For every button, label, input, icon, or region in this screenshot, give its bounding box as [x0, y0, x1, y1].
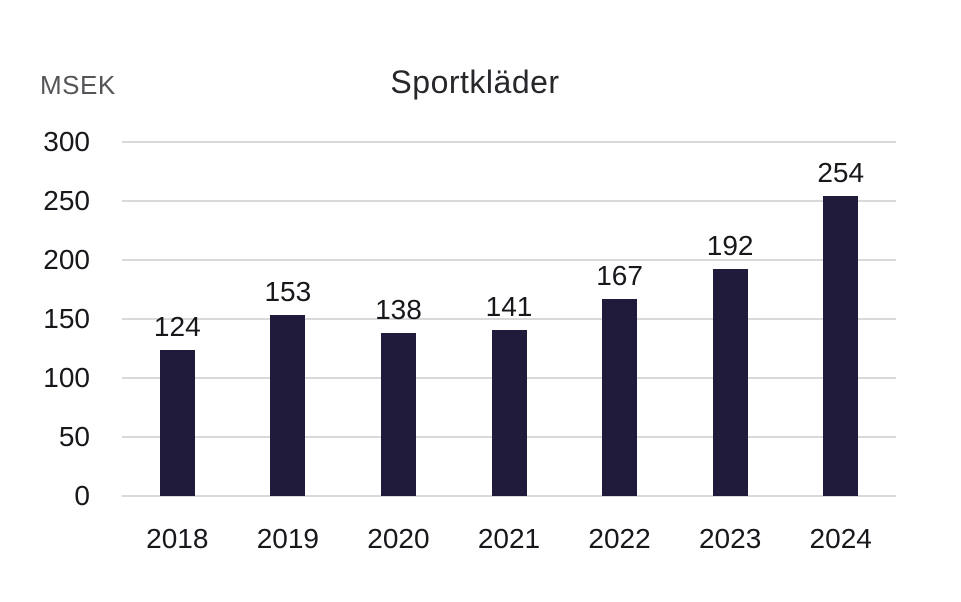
y-tick-label-50: 50 [58, 421, 90, 452]
value-label-2023: 192 [706, 230, 754, 262]
y-tick-label-100: 100 [43, 362, 90, 393]
gridline-y-150 [122, 318, 896, 320]
gridline-y-300 [122, 141, 896, 143]
y-tick-label-200: 200 [43, 244, 90, 275]
x-tick-label-2019: 2019 [256, 523, 319, 554]
value-label-2018: 124 [153, 310, 201, 342]
gridline-y-0 [122, 495, 896, 497]
value-label-2019: 153 [264, 276, 312, 308]
gridline-y-250 [122, 200, 896, 202]
gridline-y-200 [122, 259, 896, 261]
bar-2020 [380, 333, 416, 496]
y-tick-label-300: 300 [43, 126, 90, 157]
bar-2021 [491, 329, 527, 496]
value-label-2020: 138 [375, 294, 422, 326]
x-tick-label-2023: 2023 [698, 523, 762, 554]
bar-2022 [602, 298, 638, 496]
bar-2019 [270, 315, 306, 496]
y-tick-label-150: 150 [43, 303, 90, 334]
bar-2018 [159, 349, 195, 496]
y-tick-label-0: 0 [74, 480, 90, 511]
bar-2023 [712, 269, 748, 496]
x-tick-label-2024: 2024 [809, 523, 872, 554]
bar-2024 [823, 196, 859, 496]
y-tick-label-250: 250 [43, 185, 90, 216]
x-tick-label-2020: 2020 [367, 523, 430, 554]
x-tick-label-2022: 2022 [588, 523, 651, 554]
x-tick-label-2018: 2018 [146, 523, 209, 554]
chart-title: Sportkläder [390, 64, 560, 100]
y-axis-unit-label: MSEK [40, 70, 116, 100]
value-label-2021: 141 [485, 290, 533, 322]
value-label-2022: 167 [596, 259, 643, 291]
value-label-2024: 254 [817, 157, 865, 189]
x-tick-label-2021: 2021 [477, 523, 541, 554]
